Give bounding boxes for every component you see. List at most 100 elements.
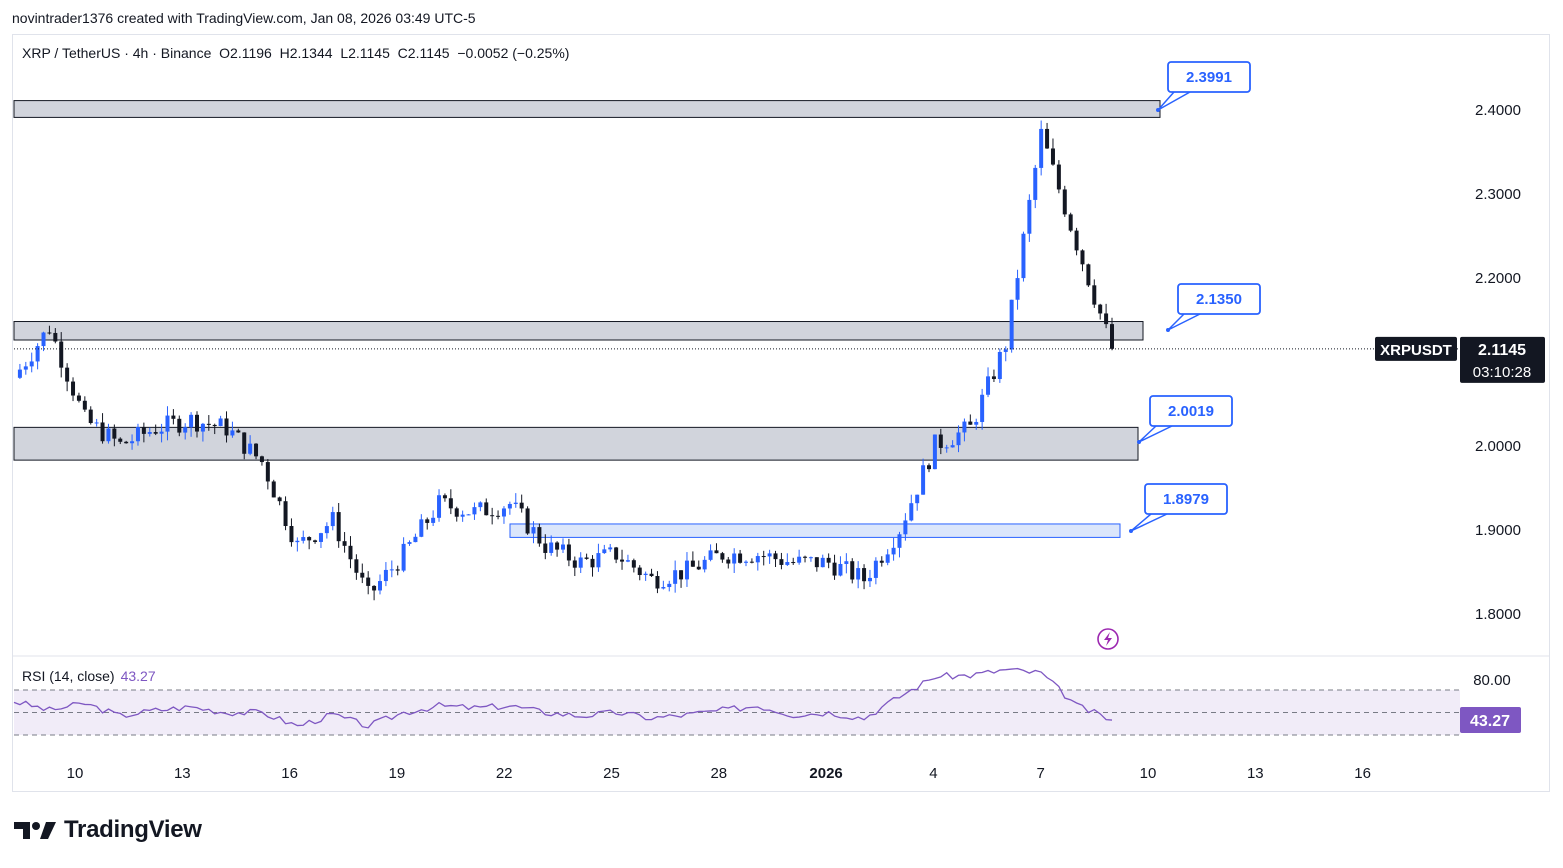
zone-2.3991 [13, 100, 1161, 118]
candle-body [413, 536, 418, 543]
candle-body [932, 434, 937, 470]
callout-pointer [1130, 513, 1168, 532]
candle-body [897, 534, 902, 548]
candle-body [212, 424, 217, 427]
candle-body [171, 415, 176, 419]
close-value: C2.1145 [397, 45, 450, 61]
candle-body [655, 576, 660, 589]
candle-body [448, 498, 453, 509]
candle-body [561, 544, 565, 550]
rsi-line [13, 667, 1113, 729]
candle-body [891, 547, 896, 555]
callout-anchor [1166, 328, 1170, 332]
symbol-legend: XRP / TetherUS · 4h · Binance O2.1196 H2… [22, 45, 569, 61]
candle-body [401, 543, 406, 571]
candle-body [159, 431, 164, 434]
callout-anchor [1137, 440, 1141, 444]
candle-body [637, 567, 642, 576]
candle-body [165, 415, 170, 432]
callout-1.8979: 1.8979 [1129, 483, 1228, 533]
candle-body [407, 542, 412, 544]
rsi-label: RSI (14, close) [22, 668, 115, 684]
candle-body [702, 559, 707, 570]
time-tick: 13 [1247, 765, 1264, 782]
candle-body [625, 560, 630, 562]
time-tick: 22 [496, 765, 513, 782]
candle-body [915, 494, 920, 504]
time-tick: 10 [1140, 765, 1157, 782]
candle-body [903, 520, 908, 535]
candle-body [501, 508, 506, 517]
candle-body [1074, 230, 1079, 251]
callout-label: 2.0019 [1168, 403, 1214, 420]
price-badges: XRPUSDT 2.1145 03:10:28 43.27 [1375, 336, 1545, 733]
candle-body [885, 554, 890, 563]
candle-body [195, 414, 199, 432]
candle-body [147, 432, 152, 434]
candle-body [183, 427, 188, 433]
countdown-value: 03:10:28 [1473, 364, 1531, 381]
candle-body [283, 501, 288, 527]
candle-body [696, 566, 701, 570]
candle-body [35, 346, 40, 362]
candle-body [513, 502, 518, 504]
level-callouts: 2.3991 2.1350 2.0019 1.8979 [1129, 61, 1261, 533]
candle-body [177, 418, 182, 433]
candle-body [271, 481, 276, 498]
candle-body [608, 547, 613, 550]
candle-body [1033, 167, 1038, 200]
candle-body [82, 400, 87, 410]
callout-box [1177, 283, 1261, 315]
lightning-icon[interactable] [1097, 628, 1119, 650]
candle-body [708, 550, 713, 560]
candle-body [667, 583, 672, 588]
candle-body [584, 557, 589, 559]
candle-body [307, 537, 312, 541]
candle-body [236, 430, 241, 433]
time-tick: 16 [1354, 765, 1371, 782]
candle-body [820, 557, 825, 568]
candle-body [537, 527, 542, 544]
candle-body [1056, 164, 1061, 190]
candle-body [41, 332, 46, 347]
candle-body [118, 438, 123, 442]
candle-body [360, 572, 365, 578]
candle-body [230, 430, 235, 436]
candle-body [838, 563, 843, 576]
candle-body [738, 553, 743, 563]
callout-anchor [1129, 529, 1133, 533]
price-badge-value: 2.1145 [1478, 342, 1526, 359]
candle-body [791, 562, 796, 564]
candle-body [826, 557, 831, 563]
candle-body [555, 542, 560, 550]
candle-body [1003, 349, 1008, 352]
time-tick: 25 [603, 765, 620, 782]
candle-body [779, 559, 784, 565]
candle-body [454, 508, 459, 517]
candle-body [395, 569, 400, 571]
change-value: −0.0052 (−0.25%) [457, 45, 570, 61]
candle-body [342, 541, 347, 546]
candle-body [88, 409, 93, 424]
candle-body [289, 526, 294, 543]
candle-body [507, 503, 512, 509]
candle-body [372, 585, 377, 591]
candle-body [112, 428, 117, 439]
symbol-badge [1375, 336, 1457, 361]
candle-body [797, 556, 802, 563]
candle-body [921, 465, 926, 495]
candle-body [873, 560, 878, 578]
tradingview-logo: TradingView [14, 816, 202, 844]
candle-body [950, 445, 955, 448]
candle-body [850, 561, 855, 580]
candle-body [442, 495, 447, 499]
candle-body [832, 562, 837, 576]
candle-body [218, 418, 223, 427]
zone-1.8979 [509, 523, 1121, 538]
candle-body [366, 577, 371, 586]
candle-body [318, 533, 323, 542]
time-tick: 28 [710, 765, 727, 782]
candle-body [1098, 304, 1103, 314]
callout-box [1149, 395, 1233, 427]
